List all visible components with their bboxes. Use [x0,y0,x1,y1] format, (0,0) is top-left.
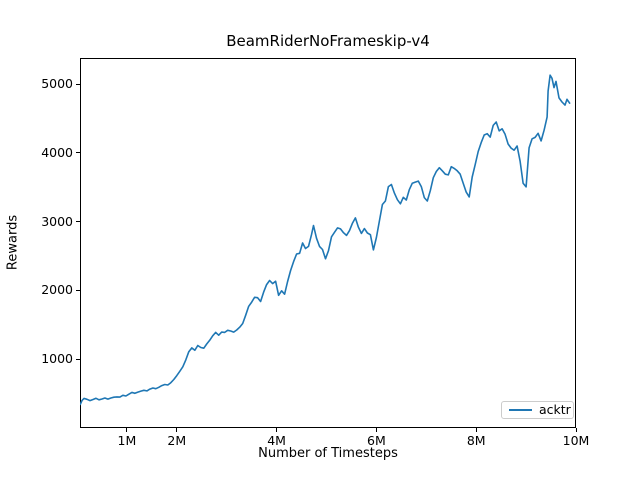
x-tick-mark [475,428,477,432]
x-tick-mark [375,428,377,432]
y-tick-mark [76,83,80,85]
line-plot-svg [80,74,571,406]
x-tick-mark [276,428,278,432]
y-tick-mark [76,152,80,154]
x-tick-mark [126,428,128,432]
chart-title: BeamRiderNoFrameskip-v4 [226,32,430,50]
x-tick-label: 6M [367,433,386,448]
y-tick-label: 2000 [41,282,73,298]
x-tick-label: 2M [167,433,187,448]
x-tick-label: 4M [267,433,286,448]
x-tick-label: 1M [117,433,137,448]
x-axis-label: Number of Timesteps [258,446,398,461]
legend: acktr [501,401,574,419]
x-tick-mark [176,428,178,432]
y-tick-mark [76,289,80,291]
legend-line-sample-icon [509,409,532,411]
y-tick-mark [76,221,80,223]
y-tick-mark [76,358,80,360]
plot-area [80,58,576,428]
x-tick-label: 8M [466,433,486,448]
x-tick-mark [575,428,577,432]
legend-label: acktr [539,401,571,417]
y-axis-label: Rewards [5,214,21,271]
x-tick-label: 10M [562,433,590,448]
y-tick-label: 3000 [41,213,73,229]
y-tick-label: 4000 [41,144,73,160]
series-line-acktr [80,74,571,406]
y-tick-label: 1000 [41,351,73,367]
y-tick-label: 5000 [41,76,73,92]
